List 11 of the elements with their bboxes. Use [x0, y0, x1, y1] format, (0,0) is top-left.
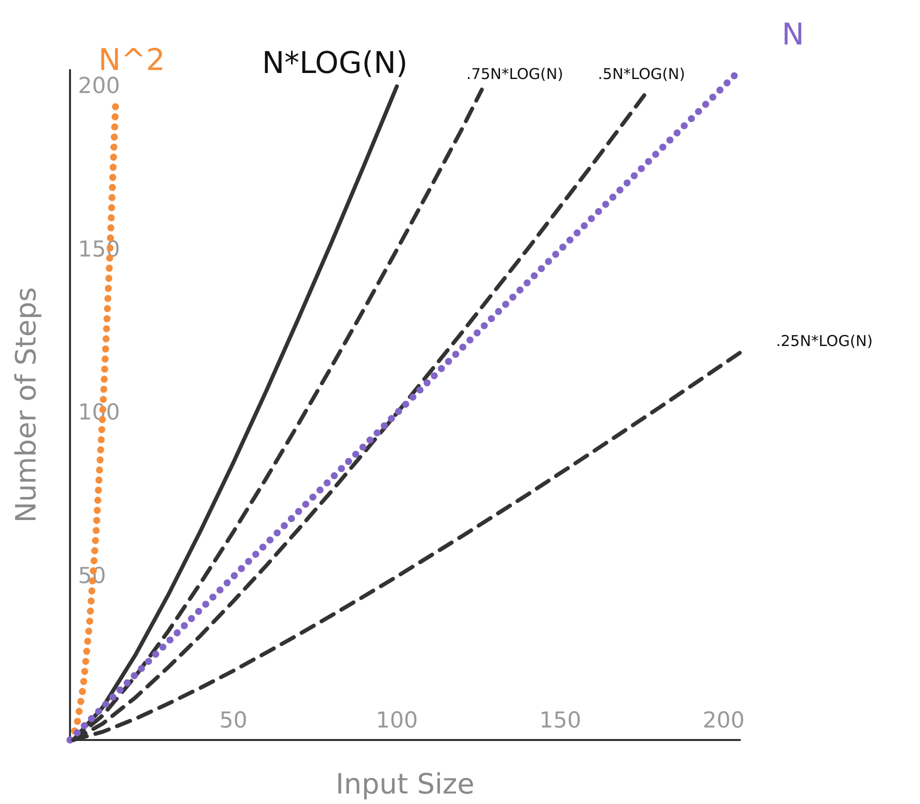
series-label: .5N*LOG(N): [598, 65, 686, 84]
x-tick-label: 150: [539, 708, 582, 734]
x-axis-title: Input Size: [336, 768, 474, 800]
series-label: .75N*LOG(N): [466, 65, 564, 84]
x-tick-label: 50: [219, 708, 248, 734]
series-label: N*LOG(N): [262, 46, 408, 81]
series-label: N: [782, 18, 804, 52]
y-axis-title: Number of Steps: [10, 287, 42, 523]
x-tick-label: 100: [376, 708, 418, 734]
x-tick-label: 200: [702, 708, 745, 734]
text: .25N*LOG(N): [776, 332, 873, 350]
